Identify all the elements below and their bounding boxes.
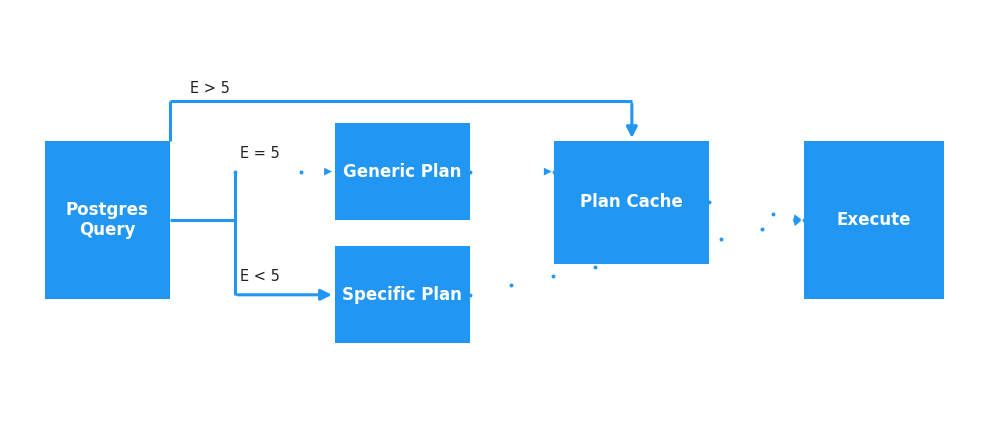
- FancyBboxPatch shape: [554, 141, 709, 264]
- FancyBboxPatch shape: [45, 141, 170, 299]
- Text: Execute: Execute: [837, 211, 911, 229]
- FancyBboxPatch shape: [804, 141, 944, 299]
- Point: [546, 168, 562, 175]
- Text: Specific Plan: Specific Plan: [343, 286, 462, 304]
- Text: Postgres
Query: Postgres Query: [66, 201, 149, 239]
- Text: E < 5: E < 5: [240, 269, 280, 284]
- FancyBboxPatch shape: [335, 246, 470, 343]
- Point: [670, 245, 686, 252]
- Text: E > 5: E > 5: [190, 81, 230, 96]
- Point: [227, 168, 243, 175]
- Point: [796, 216, 812, 224]
- Text: Generic Plan: Generic Plan: [343, 163, 462, 180]
- Point: [712, 235, 728, 242]
- Point: [294, 168, 310, 175]
- Point: [462, 291, 478, 298]
- FancyBboxPatch shape: [335, 123, 470, 220]
- Point: [764, 211, 780, 218]
- Point: [629, 254, 645, 261]
- Text: Plan Cache: Plan Cache: [580, 194, 683, 211]
- Text: E = 5: E = 5: [240, 146, 280, 161]
- Point: [587, 263, 603, 270]
- Point: [754, 226, 770, 233]
- Point: [503, 282, 519, 289]
- Point: [701, 199, 717, 206]
- Point: [462, 168, 478, 175]
- Point: [545, 272, 561, 280]
